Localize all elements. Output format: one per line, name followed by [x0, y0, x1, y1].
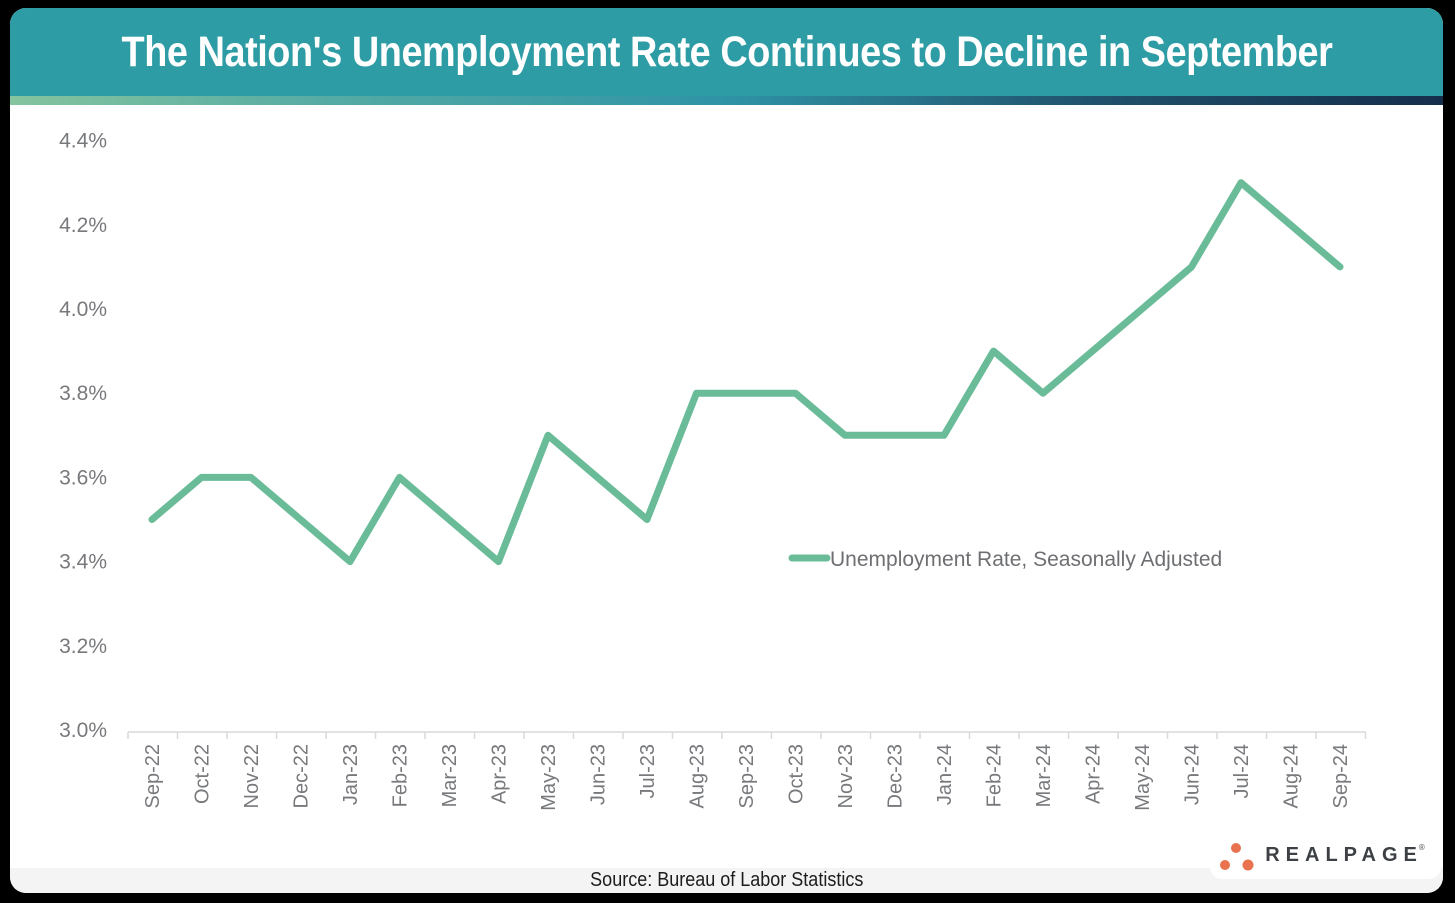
realpage-logo: REALPAGE® [1210, 832, 1441, 879]
svg-text:Sep-23: Sep-23 [736, 744, 758, 809]
legend: Unemployment Rate, Seasonally Adjusted [788, 548, 1222, 571]
svg-text:4.4%: 4.4% [59, 130, 107, 153]
svg-text:3.8%: 3.8% [59, 382, 107, 405]
svg-text:Apr-23: Apr-23 [489, 744, 511, 804]
svg-text:Aug-23: Aug-23 [687, 744, 709, 809]
svg-text:Oct-23: Oct-23 [786, 744, 808, 804]
svg-text:3.0%: 3.0% [59, 719, 107, 742]
svg-text:4.2%: 4.2% [59, 214, 107, 237]
y-axis-labels: 3.0% 3.2% 3.4% 3.6% 3.8% 4.0% 4.2% 4.4% [59, 130, 107, 742]
svg-text:Jan-24: Jan-24 [934, 744, 956, 805]
legend-label: Unemployment Rate, Seasonally Adjusted [830, 548, 1222, 571]
registered-mark: ® [1418, 843, 1431, 852]
svg-text:Aug-24: Aug-24 [1281, 744, 1303, 809]
source-band: Source: Bureau of Labor Statistics [10, 868, 1443, 893]
chart-card: The Nation's Unemployment Rate Continues… [10, 8, 1443, 893]
line-chart: 3.0% 3.2% 3.4% 3.6% 3.8% 4.0% 4.2% 4.4% Sep-22 O… [59, 130, 1367, 811]
svg-text:Mar-23: Mar-23 [439, 744, 461, 807]
realpage-logo-text: REALPAGE® [1265, 843, 1431, 867]
svg-text:3.6%: 3.6% [59, 466, 107, 489]
x-axis-labels: Sep-22 Oct-22 Nov-22 Dec-22 Jan-23 Feb-23 Mar-… [142, 744, 1352, 811]
chart-header: The Nation's Unemployment Rate Continues… [10, 8, 1443, 96]
svg-text:Jan-23: Jan-23 [340, 744, 362, 805]
svg-text:Dec-23: Dec-23 [885, 744, 907, 808]
svg-text:Oct-22: Oct-22 [192, 744, 214, 804]
x-axis [127, 731, 1367, 739]
svg-text:3.4%: 3.4% [59, 551, 107, 574]
series-line [148, 179, 1344, 566]
gradient-strip [10, 96, 1443, 105]
svg-text:Dec-22: Dec-22 [291, 744, 313, 808]
svg-text:Feb-24: Feb-24 [984, 744, 1006, 807]
svg-text:Mar-24: Mar-24 [1033, 744, 1055, 807]
svg-text:Sep-22: Sep-22 [142, 744, 164, 809]
svg-text:Jun-24: Jun-24 [1182, 744, 1204, 805]
realpage-dots-icon [1220, 842, 1254, 870]
svg-text:May-24: May-24 [1132, 744, 1154, 811]
source-text: Source: Bureau of Labor Statistics [589, 869, 864, 891]
svg-text:Nov-22: Nov-22 [241, 744, 263, 808]
chart-title: The Nation's Unemployment Rate Continues… [121, 27, 1332, 76]
svg-text:Jul-23: Jul-23 [637, 744, 659, 798]
svg-text:Sep-24: Sep-24 [1330, 744, 1352, 809]
svg-text:Nov-23: Nov-23 [835, 744, 857, 808]
svg-text:3.2%: 3.2% [59, 635, 107, 658]
svg-text:Apr-24: Apr-24 [1083, 744, 1105, 804]
svg-text:Jul-24: Jul-24 [1231, 744, 1253, 798]
plot-area: 3.0% 3.2% 3.4% 3.6% 3.8% 4.0% 4.2% 4.4% Sep-22 O… [10, 105, 1443, 868]
svg-text:Jun-23: Jun-23 [588, 744, 610, 805]
svg-text:May-23: May-23 [538, 744, 560, 811]
svg-text:Feb-23: Feb-23 [390, 744, 412, 807]
svg-text:4.0%: 4.0% [59, 298, 107, 321]
